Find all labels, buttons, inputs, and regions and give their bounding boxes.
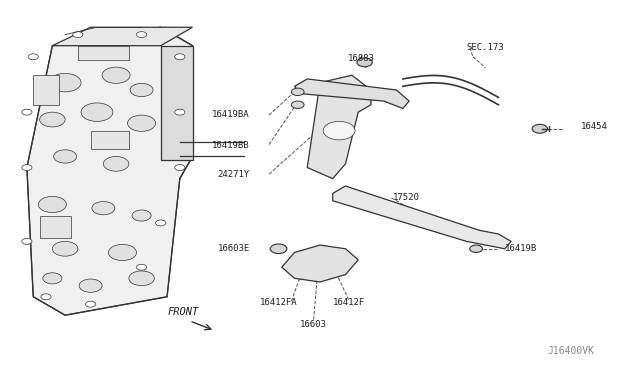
Circle shape: [38, 196, 67, 212]
Circle shape: [52, 241, 78, 256]
Circle shape: [81, 103, 113, 121]
Circle shape: [22, 164, 32, 170]
Polygon shape: [282, 245, 358, 282]
Text: 16419BB: 16419BB: [212, 141, 250, 150]
Circle shape: [92, 202, 115, 215]
Circle shape: [532, 124, 547, 133]
Bar: [91, 131, 129, 149]
Circle shape: [22, 238, 32, 244]
Circle shape: [73, 32, 83, 38]
Text: 16412FA: 16412FA: [260, 298, 298, 307]
Circle shape: [470, 245, 483, 253]
Polygon shape: [294, 79, 409, 109]
Circle shape: [41, 294, 51, 300]
Circle shape: [175, 164, 185, 170]
Circle shape: [22, 109, 32, 115]
Circle shape: [175, 109, 185, 115]
Polygon shape: [161, 46, 193, 160]
Circle shape: [129, 271, 154, 286]
Text: 17520: 17520: [394, 193, 420, 202]
Text: 16603: 16603: [300, 320, 327, 329]
Circle shape: [291, 101, 304, 109]
Circle shape: [49, 73, 81, 92]
Text: 24271Y: 24271Y: [218, 170, 250, 179]
Bar: [78, 46, 129, 61]
Circle shape: [156, 220, 166, 226]
Text: 16412F: 16412F: [333, 298, 365, 307]
Circle shape: [132, 210, 151, 221]
Polygon shape: [27, 27, 193, 315]
Text: SEC.173: SEC.173: [467, 43, 504, 52]
Bar: [33, 75, 59, 105]
Circle shape: [102, 67, 130, 83]
Circle shape: [136, 32, 147, 38]
Circle shape: [323, 121, 355, 140]
Circle shape: [43, 273, 62, 284]
Circle shape: [175, 54, 185, 60]
Text: 16883: 16883: [348, 54, 375, 63]
Circle shape: [130, 83, 153, 97]
Circle shape: [79, 279, 102, 292]
Circle shape: [108, 244, 136, 260]
Circle shape: [357, 58, 372, 67]
Circle shape: [103, 157, 129, 171]
Circle shape: [136, 264, 147, 270]
Circle shape: [28, 54, 38, 60]
Circle shape: [270, 244, 287, 254]
Circle shape: [54, 150, 77, 163]
Circle shape: [127, 115, 156, 131]
Circle shape: [40, 112, 65, 127]
Text: J16400VK: J16400VK: [547, 346, 594, 356]
Polygon shape: [333, 186, 511, 249]
Circle shape: [86, 301, 96, 307]
Circle shape: [291, 88, 304, 96]
Polygon shape: [307, 75, 371, 179]
Polygon shape: [52, 27, 193, 46]
Text: 16419B: 16419B: [505, 244, 537, 253]
Text: 16419BA: 16419BA: [212, 109, 250, 119]
Bar: [40, 215, 72, 238]
Text: 16603E: 16603E: [218, 244, 250, 253]
Text: FRONT: FRONT: [168, 307, 198, 317]
Text: 16454: 16454: [581, 122, 608, 131]
